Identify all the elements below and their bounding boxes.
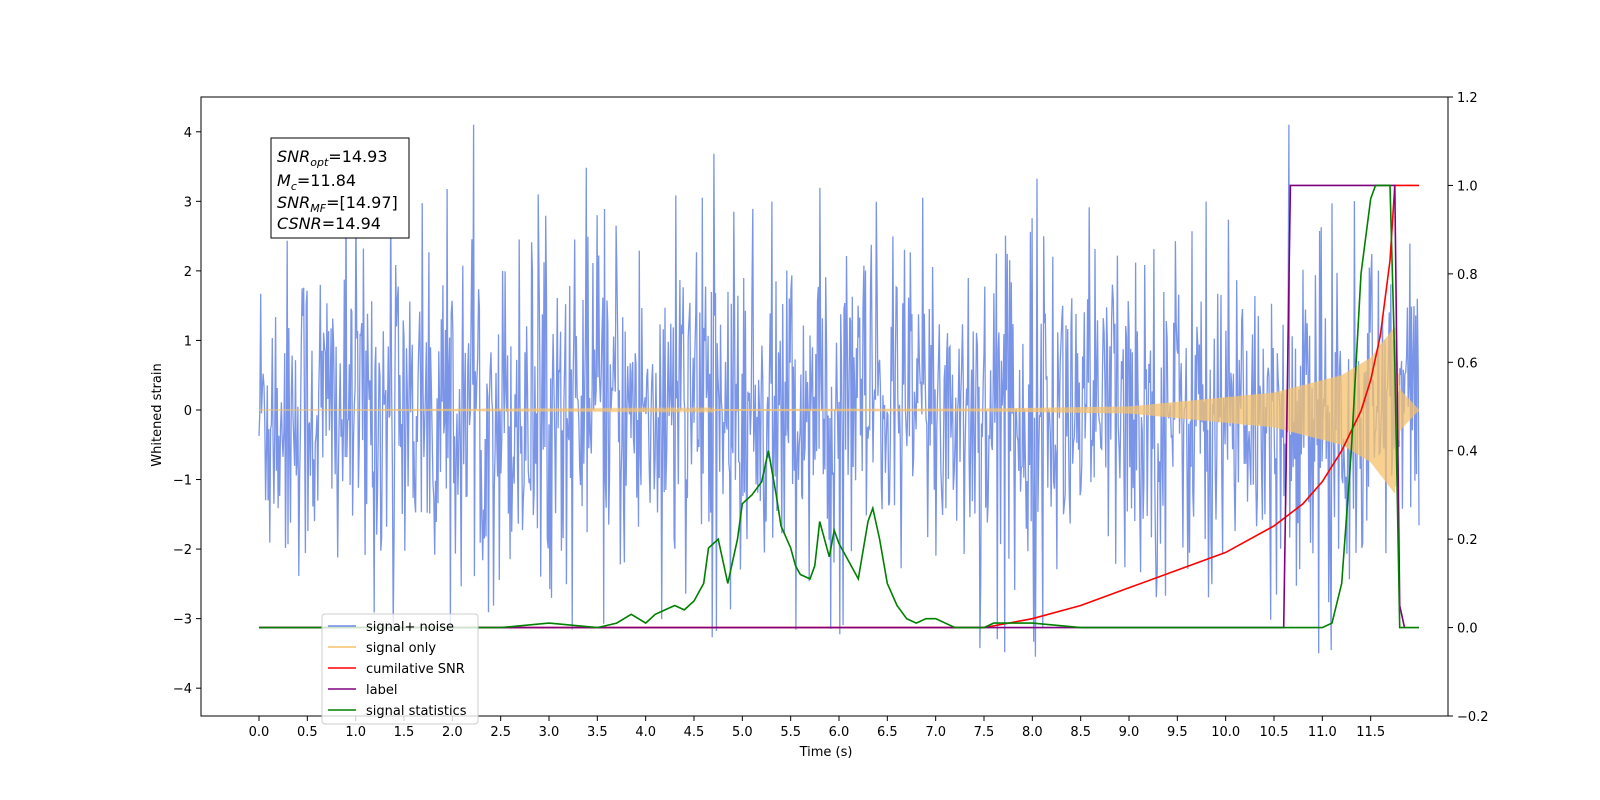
x-tick-label: 4.5 <box>684 725 705 740</box>
y-axis-label: Whitened strain <box>150 363 165 466</box>
x-tick-label: 2.0 <box>442 725 463 740</box>
y2-tick-label: 0.4 <box>1457 445 1478 460</box>
x-tick-label: 0.0 <box>249 725 270 740</box>
x-tick-label: 11.0 <box>1308 725 1337 740</box>
y2-tick-label: 0.8 <box>1457 268 1478 283</box>
legend-label-signal-noise: signal+ noise <box>366 620 454 635</box>
y-tick-label: 1 <box>184 334 192 349</box>
legend-label-signal-only: signal only <box>366 641 436 656</box>
x-tick-label: 8.5 <box>1070 725 1091 740</box>
x-tick-label: 5.5 <box>780 725 801 740</box>
x-tick-label: 10.5 <box>1260 725 1289 740</box>
legend-label-cumulative-snr: cumilative SNR <box>366 662 465 677</box>
x-tick-label: 9.0 <box>1119 725 1140 740</box>
y-tick-label: 3 <box>184 195 192 210</box>
x-tick-label: 7.0 <box>925 725 946 740</box>
x-tick-label: 5.0 <box>732 725 753 740</box>
y2-tick-label: −0.2 <box>1457 710 1489 725</box>
x-tick-label: 1.5 <box>394 725 415 740</box>
y2-tick-label: 0.6 <box>1457 356 1478 371</box>
info-snr-opt: SNRopt=14.93 <box>277 147 388 169</box>
y2-tick-label: 0.2 <box>1457 533 1478 548</box>
x-tick-label: 9.5 <box>1167 725 1188 740</box>
legend: signal+ noise signal only cumilative SNR… <box>321 613 479 725</box>
series-cumulative-snr <box>259 184 1419 629</box>
x-tick-label: 8.0 <box>1022 725 1043 740</box>
plot-frame <box>200 96 1449 717</box>
y2-tick-label: 1.0 <box>1457 179 1478 194</box>
y-tick-label: 4 <box>184 126 192 141</box>
plot-area <box>258 124 1420 657</box>
x-tick-label: 7.5 <box>974 725 995 740</box>
y-tick-label: −4 <box>173 682 192 697</box>
series-signal-statistics <box>259 184 1419 629</box>
info-snr-mf: SNRMF=[14.97] <box>277 193 398 215</box>
axes: 0.0 0.5 1.0 1.5 2.0 2.5 3.0 3.5 4.0 4.5 5.0 5.5 6.0 6… <box>173 91 1489 740</box>
info-box: SNRopt=14.93 Mc=11.84 SNRMF=[14.97] CSNR… <box>270 137 410 239</box>
x-tick-label: 11.5 <box>1356 725 1385 740</box>
x-tick-label: 1.0 <box>345 725 366 740</box>
info-chirp-mass: Mc=11.84 <box>277 171 356 193</box>
y-tick-label: 0 <box>184 404 192 419</box>
y2-tick-label: 0.0 <box>1457 622 1478 637</box>
x-tick-label: 6.5 <box>877 725 898 740</box>
legend-label-label: label <box>366 683 397 698</box>
x-tick-label: 2.5 <box>490 725 511 740</box>
x-tick-label: 6.0 <box>829 725 850 740</box>
x-tick-label: 3.5 <box>587 725 608 740</box>
x-tick-label: 3.0 <box>539 725 560 740</box>
y-tick-label: −1 <box>173 474 192 489</box>
info-csnr: CSNR=14.94 <box>277 214 381 233</box>
series-signal-noise <box>258 124 1420 657</box>
y-tick-label: 2 <box>184 265 192 280</box>
legend-label-signal-statistics: signal statistics <box>366 704 467 719</box>
series-signal-only <box>259 327 1420 494</box>
x-tick-label: 0.5 <box>297 725 318 740</box>
y-tick-label: −2 <box>173 543 192 558</box>
x-axis-label: Time (s) <box>799 745 853 760</box>
x-tick-label: 10.0 <box>1211 725 1240 740</box>
y-tick-label: −3 <box>173 613 192 628</box>
y2-tick-label: 1.2 <box>1457 91 1478 106</box>
x-tick-label: 4.0 <box>635 725 656 740</box>
